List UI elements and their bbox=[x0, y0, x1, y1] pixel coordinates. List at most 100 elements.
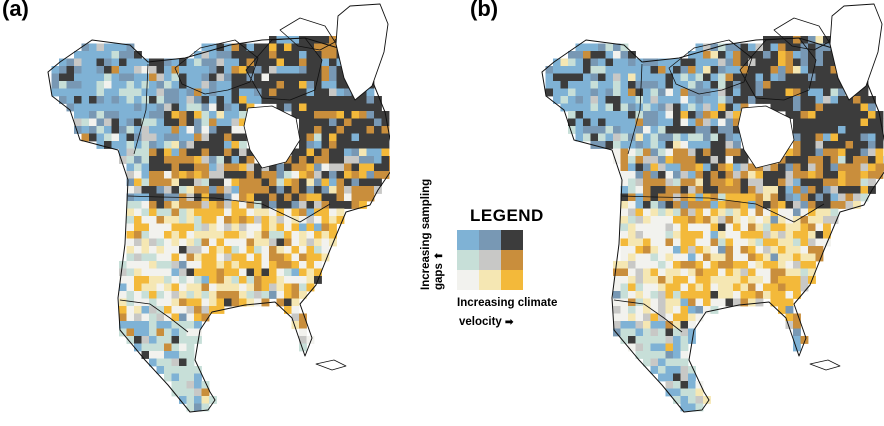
map-grid-cell bbox=[179, 141, 187, 149]
map-grid-cell bbox=[276, 201, 285, 209]
map-grid-cell bbox=[763, 66, 771, 74]
map-grid-cell bbox=[164, 178, 172, 187]
map-grid-cell bbox=[284, 186, 292, 194]
map-grid-cell bbox=[643, 96, 651, 104]
map-grid-cell bbox=[134, 246, 142, 254]
map-grid-cell bbox=[830, 156, 839, 164]
map-grid-cell bbox=[628, 336, 636, 344]
map-grid-cell bbox=[164, 208, 172, 217]
map-grid-cell bbox=[860, 118, 869, 127]
map-grid-cell bbox=[800, 96, 809, 104]
map-grid-cell bbox=[156, 246, 165, 254]
map-grid-cell bbox=[194, 321, 202, 329]
map-grid-cell bbox=[119, 103, 127, 112]
map-grid-cell bbox=[186, 358, 195, 367]
map-grid-cell bbox=[179, 336, 187, 344]
map-grid-cell bbox=[688, 306, 696, 314]
map-grid-cell bbox=[575, 111, 584, 119]
map-grid-cell bbox=[231, 223, 240, 232]
map-grid-cell bbox=[808, 96, 816, 104]
map-grid-cell bbox=[314, 208, 322, 217]
map-grid-cell bbox=[134, 118, 142, 127]
map-grid-cell bbox=[186, 186, 195, 194]
map-grid-cell bbox=[665, 246, 674, 254]
map-grid-cell bbox=[141, 231, 150, 239]
map-grid-cell bbox=[329, 231, 337, 239]
map-grid-cell bbox=[164, 156, 172, 164]
map-grid-cell bbox=[156, 133, 165, 142]
map-grid-cell bbox=[755, 201, 764, 209]
map-grid-cell bbox=[179, 163, 187, 172]
map-grid-cell bbox=[718, 163, 726, 172]
map-grid-cell bbox=[126, 118, 135, 127]
map-grid-cell bbox=[793, 73, 801, 82]
map-grid-cell bbox=[710, 51, 719, 59]
map-grid-cell bbox=[164, 336, 172, 344]
map-grid-cell bbox=[149, 306, 157, 314]
map-grid-cell bbox=[635, 201, 644, 209]
map-grid-cell bbox=[703, 261, 711, 269]
map-grid-cell bbox=[134, 193, 142, 202]
map-grid-cell bbox=[740, 193, 749, 202]
map-grid-cell bbox=[89, 66, 97, 74]
map-grid-cell bbox=[868, 103, 876, 112]
map-grid-cell bbox=[149, 336, 157, 344]
map-grid-cell bbox=[845, 186, 854, 194]
map-grid-cell bbox=[299, 36, 307, 44]
map-grid-cell bbox=[194, 238, 202, 247]
map-grid-cell bbox=[239, 231, 247, 239]
map-grid-cell bbox=[770, 231, 779, 239]
map-grid-cell bbox=[823, 178, 831, 187]
map-grid-cell bbox=[381, 148, 390, 157]
map-grid-cell bbox=[635, 276, 644, 284]
map-grid-cell bbox=[381, 156, 390, 164]
map-grid-cell bbox=[126, 133, 135, 142]
map-grid-cell bbox=[186, 351, 195, 359]
map-grid-cell bbox=[628, 178, 636, 187]
map-grid-cell bbox=[733, 291, 741, 299]
map-grid-cell bbox=[823, 118, 831, 127]
map-grid-cell bbox=[134, 88, 142, 97]
map-grid-cell bbox=[598, 96, 606, 104]
map-grid-cell bbox=[778, 186, 786, 194]
map-grid-cell bbox=[216, 283, 225, 292]
map-grid-cell bbox=[658, 223, 666, 232]
map-grid-cell bbox=[800, 156, 809, 164]
map-grid-cell bbox=[216, 291, 225, 299]
map-grid-cell bbox=[763, 81, 771, 89]
map-grid-cell bbox=[568, 58, 576, 67]
map-grid-cell bbox=[239, 156, 247, 164]
map-grid-cell bbox=[164, 216, 172, 224]
map-grid-cell bbox=[239, 276, 247, 284]
map-grid-cell bbox=[314, 246, 322, 254]
map-grid-cell bbox=[845, 103, 854, 112]
map-grid-cell bbox=[314, 111, 322, 119]
map-grid-cell bbox=[89, 58, 97, 67]
legend-x-axis-label: Increasing climate velocity ➡ bbox=[457, 294, 587, 332]
map-grid-cell bbox=[628, 306, 636, 314]
map-grid-cell bbox=[186, 253, 195, 262]
map-grid-cell bbox=[224, 186, 232, 194]
map-grid-cell bbox=[284, 36, 292, 44]
map-grid-cell bbox=[156, 216, 165, 224]
map-grid-cell bbox=[785, 246, 794, 254]
map-grid-cell bbox=[740, 216, 749, 224]
map-grid-cell bbox=[695, 201, 704, 209]
map-grid-cell bbox=[119, 328, 127, 337]
map-grid-cell bbox=[643, 313, 651, 322]
map-grid-cell bbox=[224, 178, 232, 187]
map-grid-cell bbox=[321, 231, 330, 239]
map-grid-cell bbox=[291, 223, 300, 232]
map-grid-cell bbox=[658, 171, 666, 179]
map-grid-cell bbox=[733, 51, 741, 59]
map-grid-cell bbox=[778, 261, 786, 269]
map-grid-cell bbox=[763, 73, 771, 82]
map-grid-cell bbox=[815, 156, 824, 164]
map-grid-cell bbox=[216, 96, 225, 104]
map-grid-cell bbox=[635, 156, 644, 164]
map-grid-cell bbox=[231, 208, 240, 217]
map-grid-cell bbox=[134, 178, 142, 187]
map-grid-cell bbox=[703, 81, 711, 89]
map-grid-cell bbox=[658, 201, 666, 209]
map-grid-cell bbox=[613, 291, 621, 299]
